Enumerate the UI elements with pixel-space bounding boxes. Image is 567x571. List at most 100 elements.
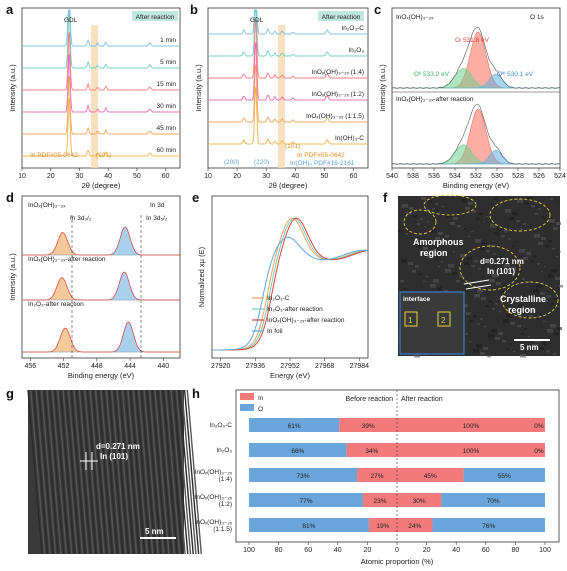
bar-after-in-2 [397, 443, 545, 457]
panel-f-lattice-marker [463, 279, 492, 290]
bar-before-o-1 [249, 418, 340, 432]
category-label-3: InOₓ(OH)₃₋₂ₓ [195, 469, 233, 476]
o1s-lower-envelope [391, 104, 561, 165]
tem-grain [542, 216, 544, 218]
tem-grain [444, 290, 448, 293]
tem-grain [419, 273, 422, 275]
tem-grain [470, 320, 474, 323]
category-label-4: InOₓ(OH)₃₋₂ₓ [195, 494, 233, 501]
value-before-in-3: 27% [371, 473, 384, 480]
lattice-fringe [89, 389, 105, 555]
tem-grain [441, 261, 443, 263]
tem-grain [538, 208, 541, 210]
tem-grain [421, 197, 426, 200]
series-label-b-4: InOₓ(OH)₃₋₂ₓ (1:2) [311, 91, 364, 98]
bar-after-in-3 [397, 468, 464, 482]
lattice-fringe [30, 389, 46, 555]
tem-grain [477, 289, 483, 293]
tem-grain [539, 347, 544, 350]
lattice-fringe [183, 389, 200, 555]
xrd-curve-b-1 [207, 9, 369, 35]
panel-g-d-spacing: d=0.271 nm [96, 442, 140, 451]
tem-grain [517, 325, 521, 328]
o1s-lower-component-3 [392, 149, 560, 165]
region-outline-1 [423, 194, 477, 216]
xtick-h-10: 100 [539, 547, 551, 554]
tem-grain [548, 274, 554, 278]
tem-grain [488, 300, 492, 303]
panel-e-xlabel: Energy (eV) [270, 371, 311, 380]
xrd-curve-a-5 [22, 76, 181, 135]
in3d-envelope-3 [22, 321, 180, 353]
tem-grain [513, 351, 515, 353]
panel-letter-g: g [6, 386, 14, 401]
tem-grain [544, 266, 546, 268]
tem-grain [409, 207, 414, 210]
in3d-peak-2-1 [22, 277, 180, 301]
panel-b-200-label: (200) [224, 159, 239, 166]
value-before-o-1: 61% [288, 423, 301, 430]
xrd-curve-a-4 [21, 53, 181, 113]
region-outline-5 [501, 281, 559, 319]
tem-grain [408, 262, 413, 265]
tem-grain [517, 199, 523, 203]
tem-grain [412, 270, 416, 273]
xtick-c-540: 540 [386, 173, 398, 180]
xtick-h-3: 40 [334, 547, 342, 554]
lattice-fringe [102, 389, 119, 555]
panel-g-plane: In (101) [100, 452, 128, 461]
lattice-fringe [100, 389, 116, 555]
lattice-fringe [86, 389, 103, 555]
tem-grain [504, 230, 508, 233]
value-after-o-1: 0% [534, 423, 544, 430]
lattice-fringe [181, 389, 197, 555]
tem-grain [486, 250, 490, 253]
tem-grain [497, 227, 502, 230]
tem-grain [509, 217, 514, 220]
tem-grain [439, 211, 441, 213]
panel-f: f Amorphous region d=0.271 nm In (101) C… [383, 190, 563, 358]
panel-d-title2: In 3d [150, 202, 165, 209]
tem-grain [524, 328, 527, 330]
value-before-in-2: 34% [365, 448, 378, 455]
tem-grain [453, 217, 458, 220]
tem-grain [555, 277, 560, 280]
tem-grain [400, 280, 404, 283]
lattice-fringe [162, 389, 178, 555]
tem-grain [475, 239, 481, 243]
panel-f-d-spacing: d=0.271 nm [480, 257, 524, 266]
tem-grain [520, 354, 526, 358]
tem-grain [483, 221, 485, 223]
lattice-fringe [121, 389, 138, 555]
tem-grain [414, 354, 420, 358]
series-label-b-3: InOₓ(OH)₃₋₂ₓ (1:4) [311, 69, 364, 76]
panel-e-ylabel: Normalized xμ (E) [197, 246, 206, 307]
tem-grain [468, 202, 473, 205]
tem-grain [512, 212, 517, 215]
panel-e-spectra [212, 217, 369, 351]
xtick-c-530: 530 [491, 173, 503, 180]
panel-a: a After reaction GDL 1 min 5 min 15 min 30 … [6, 2, 181, 190]
panel-c: c InOₓ(OH)₃₋₂ₓ O 1s Oₗ 531.8 eV Oᴵᴵ 533.… [374, 2, 566, 190]
tem-grain [398, 230, 402, 233]
xtick-b-50: 50 [320, 173, 328, 180]
lattice-fringe [135, 389, 151, 555]
tem-grain [544, 300, 548, 303]
header-after: After reaction [401, 396, 443, 403]
xtick-h-1: 80 [275, 547, 283, 554]
tem-grain [556, 256, 558, 258]
xtick-c-526: 526 [533, 173, 545, 180]
lattice-fringe [43, 389, 59, 555]
value-after-in-5: 24% [408, 523, 421, 530]
tem-grain [529, 281, 531, 283]
lattice-fringe [175, 389, 192, 555]
panel-f-scale-label: 5 nm [520, 343, 539, 352]
lattice-fringe [73, 389, 89, 555]
tem-grain [423, 247, 428, 250]
tem-grain [456, 280, 460, 283]
panel-b: b After reaction GDL In₂O₃-C In₂O₃ InOₓ(OH… [190, 2, 369, 190]
tem-grain [524, 202, 529, 205]
lattice-fringe [62, 389, 78, 555]
panel-e-legend: In₂O₃-C In₂O₃-after reaction InOₓ(OH)₃₋₂ₓ-… [252, 295, 345, 335]
